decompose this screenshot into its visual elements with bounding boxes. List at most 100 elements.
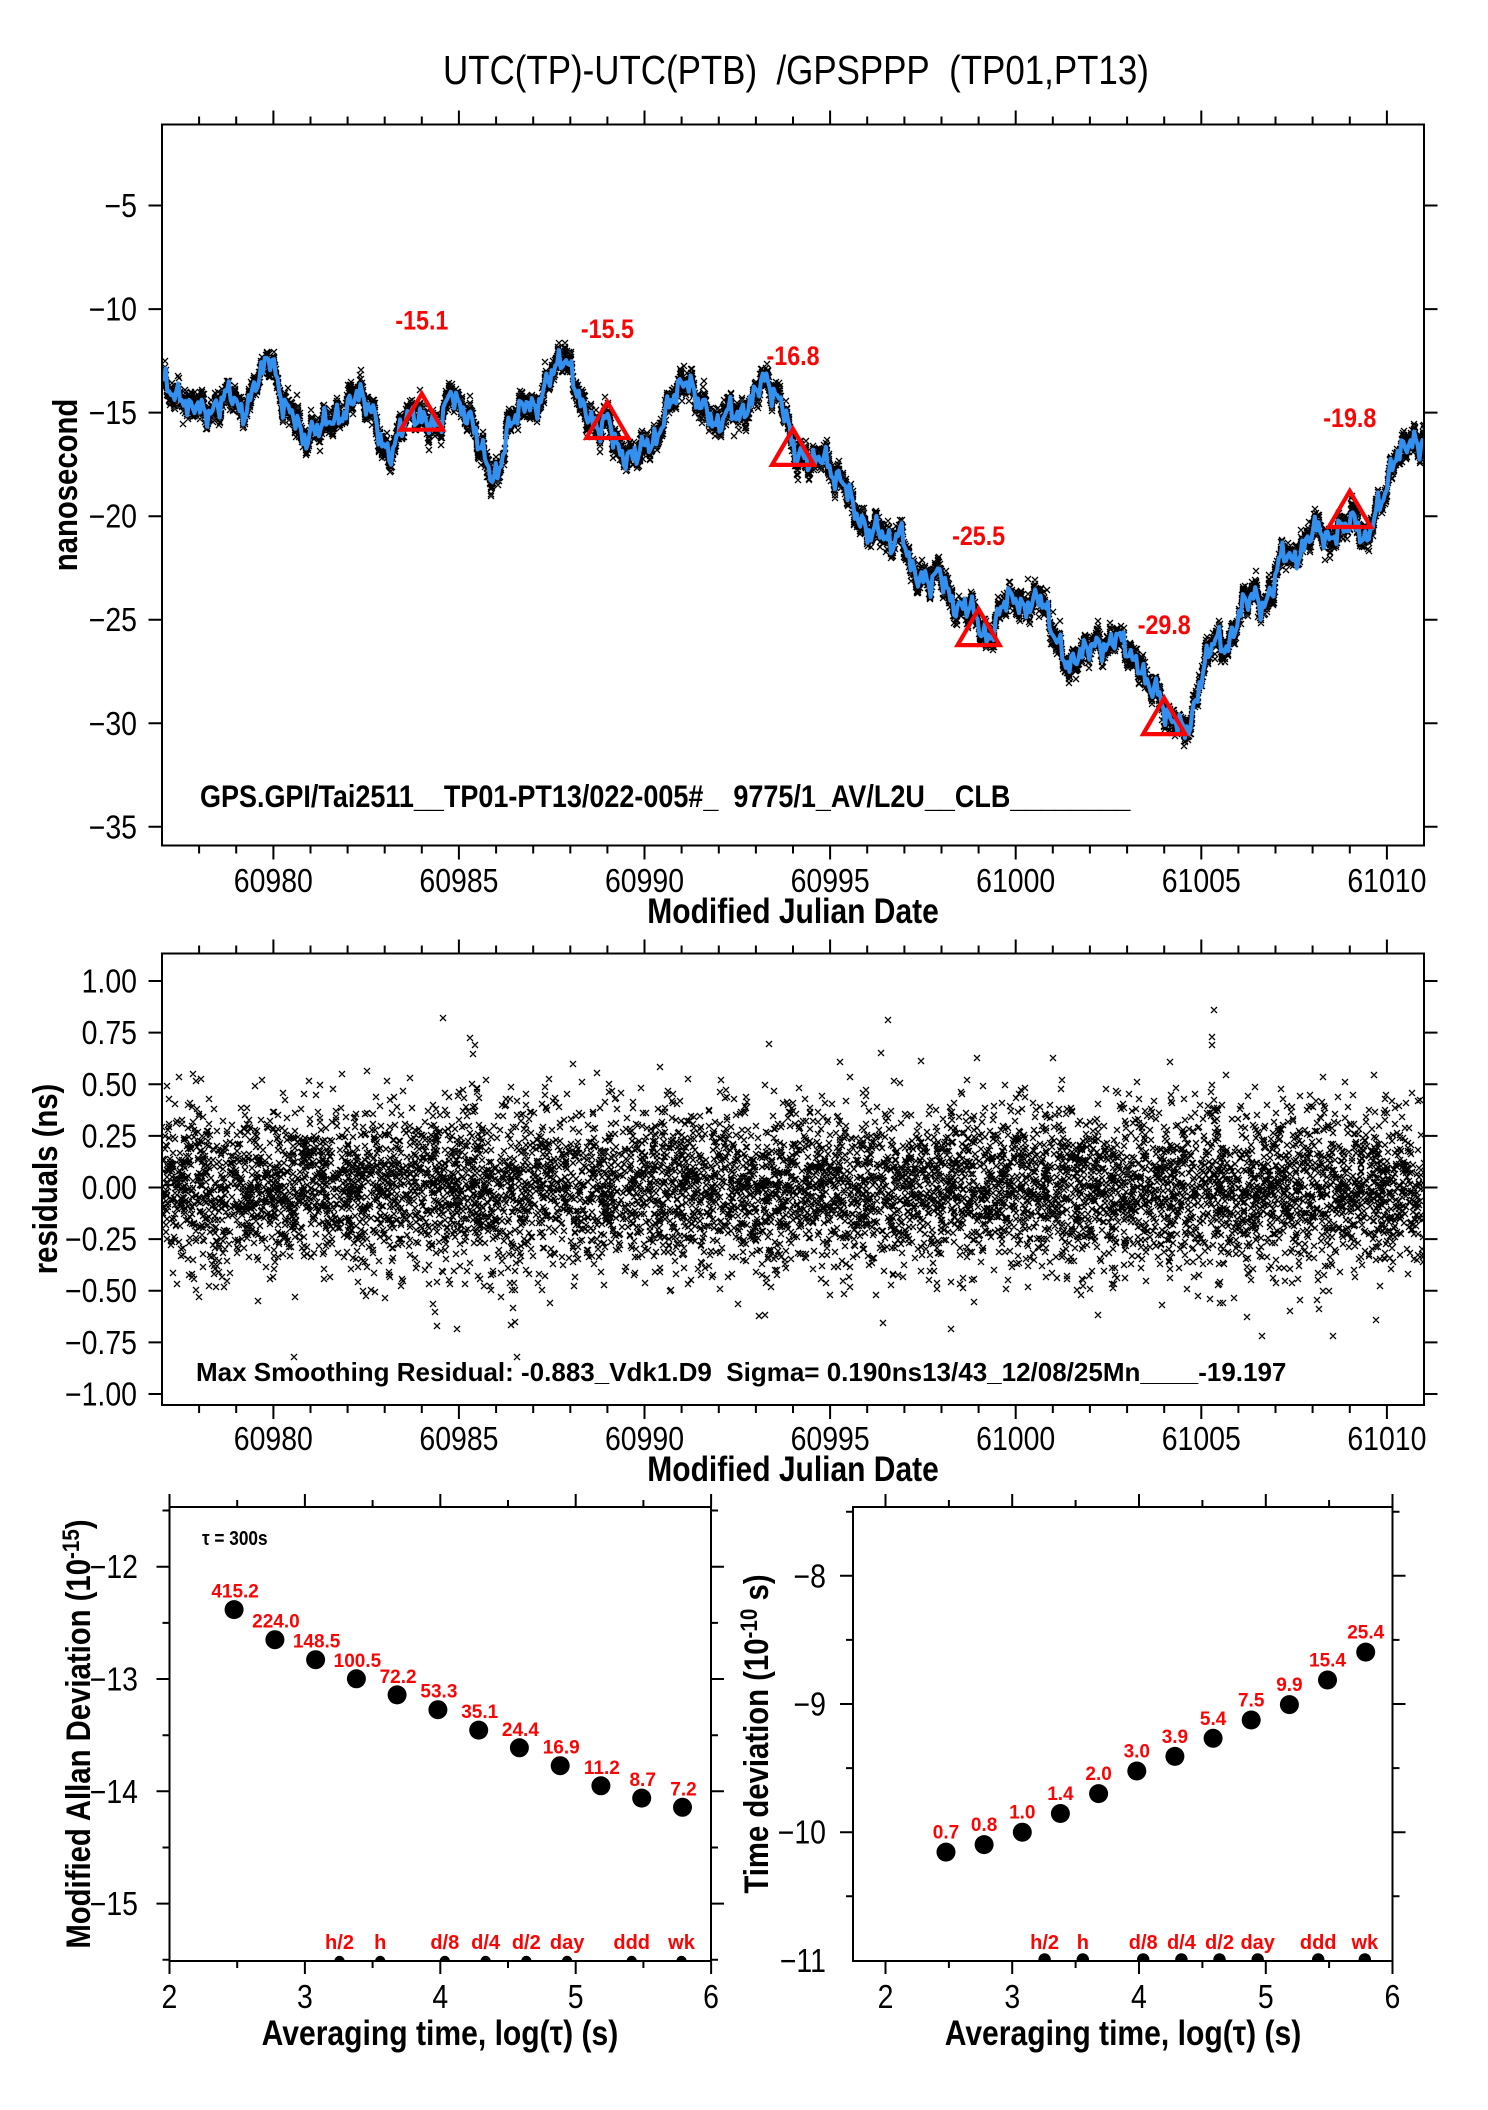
svg-text:−1.00: −1.00 (65, 1376, 137, 1413)
svg-text:−5: −5 (105, 187, 137, 224)
svg-text:-19.8: -19.8 (1323, 403, 1376, 433)
svg-text:−0.25: −0.25 (65, 1221, 137, 1258)
svg-text:72.2: 72.2 (380, 1667, 417, 1688)
svg-text:Modified Julian Date: Modified Julian Date (647, 892, 939, 931)
svg-text:-25.5: -25.5 (952, 522, 1005, 552)
svg-text:60980: 60980 (234, 1420, 313, 1457)
svg-text:0.50: 0.50 (82, 1066, 137, 1103)
svg-text:3.0: 3.0 (1124, 1742, 1150, 1763)
svg-text:24.4: 24.4 (502, 1720, 539, 1741)
svg-text:61000: 61000 (976, 1420, 1055, 1457)
svg-text:residuals (ns): residuals (ns) (26, 1084, 65, 1275)
svg-text:-15.5: -15.5 (581, 314, 634, 344)
svg-text:−20: −20 (89, 498, 137, 535)
svg-text:d/2: d/2 (512, 1932, 541, 1954)
svg-text:1.0: 1.0 (1009, 1803, 1035, 1824)
svg-text:h/2: h/2 (325, 1932, 354, 1954)
svg-text:60980: 60980 (234, 862, 313, 899)
svg-text:6: 6 (1385, 1978, 1401, 2015)
svg-text:2: 2 (162, 1978, 178, 2015)
svg-text:224.0: 224.0 (252, 1612, 300, 1633)
svg-text:3: 3 (297, 1978, 313, 2015)
svg-text:3: 3 (1004, 1978, 1020, 2015)
svg-text:2: 2 (878, 1978, 894, 2015)
svg-text:16.9: 16.9 (543, 1738, 580, 1759)
svg-text:60995: 60995 (791, 862, 870, 899)
svg-text:148.5: 148.5 (293, 1632, 341, 1653)
svg-text:35.1: 35.1 (461, 1702, 498, 1723)
svg-text:0.25: 0.25 (82, 1117, 137, 1154)
svg-text:8.7: 8.7 (629, 1770, 655, 1791)
svg-text:1.00: 1.00 (82, 963, 137, 1000)
svg-text:−25: −25 (89, 601, 137, 638)
svg-text:d/4: d/4 (1167, 1932, 1197, 1954)
svg-text:-15.1: -15.1 (395, 306, 448, 336)
svg-text:0.00: 0.00 (82, 1169, 137, 1206)
svg-text:−30: −30 (89, 705, 137, 742)
svg-text:0.8: 0.8 (971, 1815, 997, 1836)
svg-text:h: h (1077, 1932, 1089, 1954)
svg-text:5: 5 (1258, 1978, 1274, 2015)
svg-text:-29.8: -29.8 (1138, 611, 1191, 641)
svg-text:15.4: 15.4 (1309, 1651, 1346, 1672)
svg-text:ddd: ddd (613, 1932, 650, 1954)
svg-text:−9: −9 (794, 1686, 826, 1723)
svg-text:d/8: d/8 (430, 1932, 459, 1954)
svg-text:7.2: 7.2 (670, 1779, 696, 1800)
svg-text:day: day (550, 1932, 585, 1954)
svg-text:−13: −13 (90, 1661, 138, 1698)
svg-text:61000: 61000 (976, 862, 1055, 899)
svg-text:Averaging time, log(τ) (s): Averaging time, log(τ) (s) (945, 2014, 1302, 2053)
svg-text:day: day (1240, 1932, 1275, 1954)
svg-text:UTC(TP)-UTC(PTB) /GPSPPP (TP: UTC(TP)-UTC(PTB) /GPSPPP (TP01,PT13) (443, 49, 1149, 94)
svg-text:−8: −8 (794, 1557, 826, 1594)
svg-text:60990: 60990 (605, 862, 684, 899)
svg-text:5.4: 5.4 (1200, 1709, 1227, 1730)
svg-text:−12: −12 (90, 1548, 138, 1585)
svg-text:3.9: 3.9 (1162, 1727, 1188, 1748)
svg-text:100.5: 100.5 (334, 1651, 382, 1672)
svg-text:−0.75: −0.75 (65, 1324, 137, 1361)
svg-text:−35: −35 (89, 808, 137, 845)
svg-text:−14: −14 (90, 1773, 138, 1810)
svg-text:61010: 61010 (1347, 862, 1426, 899)
svg-text:61005: 61005 (1162, 862, 1241, 899)
svg-text:0.75: 0.75 (82, 1014, 137, 1051)
svg-text:11.2: 11.2 (584, 1758, 620, 1779)
svg-text:5: 5 (568, 1978, 584, 2015)
svg-text:h: h (374, 1932, 386, 1954)
svg-text:-16.8: -16.8 (767, 341, 820, 371)
svg-text:2.0: 2.0 (1085, 1764, 1111, 1785)
svg-text:−11: −11 (780, 1942, 826, 1979)
svg-text:−10: −10 (89, 291, 137, 328)
svg-text:9.9: 9.9 (1276, 1675, 1302, 1696)
svg-text:60985: 60985 (419, 862, 498, 899)
svg-text:60990: 60990 (605, 1420, 684, 1457)
svg-text:415.2: 415.2 (211, 1582, 259, 1603)
svg-text:61005: 61005 (1162, 1420, 1241, 1457)
svg-text:d/8: d/8 (1129, 1932, 1158, 1954)
svg-text:1.4: 1.4 (1047, 1784, 1074, 1805)
svg-text:Averaging time, log(τ) (s): Averaging time, log(τ) (s) (262, 2014, 619, 2053)
svg-text:τ = 300s: τ = 300s (202, 1527, 268, 1549)
svg-text:nanosecond: nanosecond (46, 399, 85, 572)
svg-text:4: 4 (432, 1978, 448, 2015)
svg-text:wk: wk (1350, 1932, 1379, 1954)
svg-text:61010: 61010 (1347, 1420, 1426, 1457)
svg-text:4: 4 (1131, 1978, 1147, 2015)
svg-text:60985: 60985 (419, 1420, 498, 1457)
svg-text:wk: wk (667, 1932, 696, 1954)
svg-text:60995: 60995 (791, 1420, 870, 1457)
svg-text:Modified Julian Date: Modified Julian Date (647, 1450, 939, 1489)
svg-text:d/4: d/4 (471, 1932, 501, 1954)
svg-text:6: 6 (703, 1978, 719, 2015)
svg-text:h/2: h/2 (1030, 1932, 1059, 1954)
svg-text:Max Smoothing Residual: -0.883: Max Smoothing Residual: -0.883_Vdk1.D9 S… (196, 1357, 1286, 1387)
svg-text:−10: −10 (778, 1814, 826, 1851)
svg-text:Modified Allan Deviation (10-1: Modified Allan Deviation (10-15) (58, 1519, 98, 1948)
svg-text:7.5: 7.5 (1238, 1691, 1265, 1712)
svg-text:53.3: 53.3 (420, 1682, 457, 1703)
svg-text:−15: −15 (89, 394, 137, 431)
svg-text:d/2: d/2 (1205, 1932, 1234, 1954)
svg-text:−0.50: −0.50 (65, 1272, 137, 1309)
